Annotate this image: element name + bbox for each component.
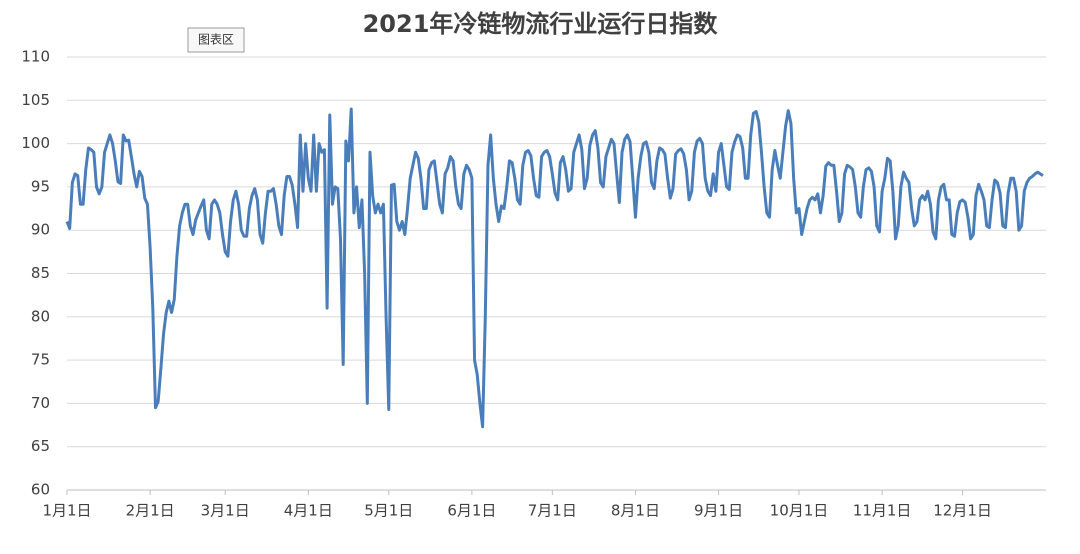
- x-tick-label: 7月1日: [528, 502, 577, 520]
- data-line: [65, 107, 1044, 429]
- y-tick-label: 60: [31, 481, 50, 499]
- chart-title: 2021年冷链物流行业运行日指数: [363, 10, 719, 38]
- y-tick-label: 95: [31, 177, 50, 195]
- y-tick-label: 70: [31, 394, 50, 412]
- x-tick-label: 8月1日: [611, 502, 660, 520]
- x-tick-label: 4月1日: [284, 502, 333, 520]
- y-tick-label: 80: [31, 307, 50, 325]
- x-tick-label: 10月1日: [770, 502, 829, 520]
- x-tick-label: 11月1日: [853, 502, 912, 520]
- y-tick-label: 65: [31, 437, 50, 455]
- y-tick-label: 75: [31, 351, 50, 369]
- y-tick-label: 85: [31, 264, 50, 282]
- y-tick-label: 90: [31, 221, 50, 239]
- x-tick-label: 5月1日: [364, 502, 413, 520]
- x-tick-label: 3月1日: [201, 502, 250, 520]
- y-tick-label: 105: [21, 91, 50, 109]
- x-tick-label: 6月1日: [447, 502, 496, 520]
- y-tick-label: 110: [21, 48, 50, 66]
- x-tick-label: 1月1日: [42, 502, 91, 520]
- x-tick-label: 9月1日: [694, 502, 743, 520]
- y-tick-label: 100: [21, 134, 50, 152]
- tooltip: 图表区: [198, 33, 234, 47]
- tooltip-box: [187, 27, 245, 53]
- x-tick-label: 12月1日: [933, 502, 992, 520]
- x-tick-label: 2月1日: [126, 502, 175, 520]
